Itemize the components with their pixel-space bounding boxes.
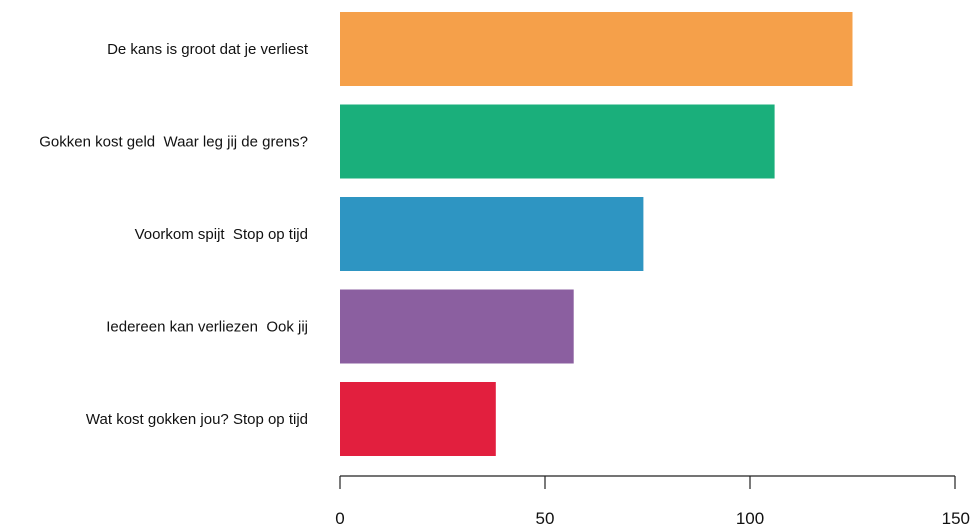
bars-group (340, 12, 853, 456)
x-tick-label-150: 150 (942, 509, 970, 528)
category-label-3: Voorkom spijt Stop op tijd (135, 226, 308, 243)
x-axis: 0 50 100 150 (335, 476, 970, 528)
category-label-5: Wat kost gokken jou? Stop op tijd (86, 411, 308, 428)
category-label-4: Iedereen kan verliezen Ook jij (106, 319, 308, 336)
bar-3 (340, 197, 643, 271)
bar-2 (340, 105, 775, 179)
bar-1 (340, 12, 853, 86)
x-tick-label-50: 50 (536, 509, 555, 528)
category-labels-group: De kans is groot dat je verliest Gokken k… (39, 41, 309, 428)
category-label-1: De kans is groot dat je verliest (107, 41, 309, 58)
bar-4 (340, 290, 574, 364)
category-label-2: Gokken kost geld Waar leg jij de grens? (39, 134, 308, 151)
x-tick-label-0: 0 (335, 509, 344, 528)
x-tick-label-100: 100 (736, 509, 764, 528)
bar-5 (340, 382, 496, 456)
